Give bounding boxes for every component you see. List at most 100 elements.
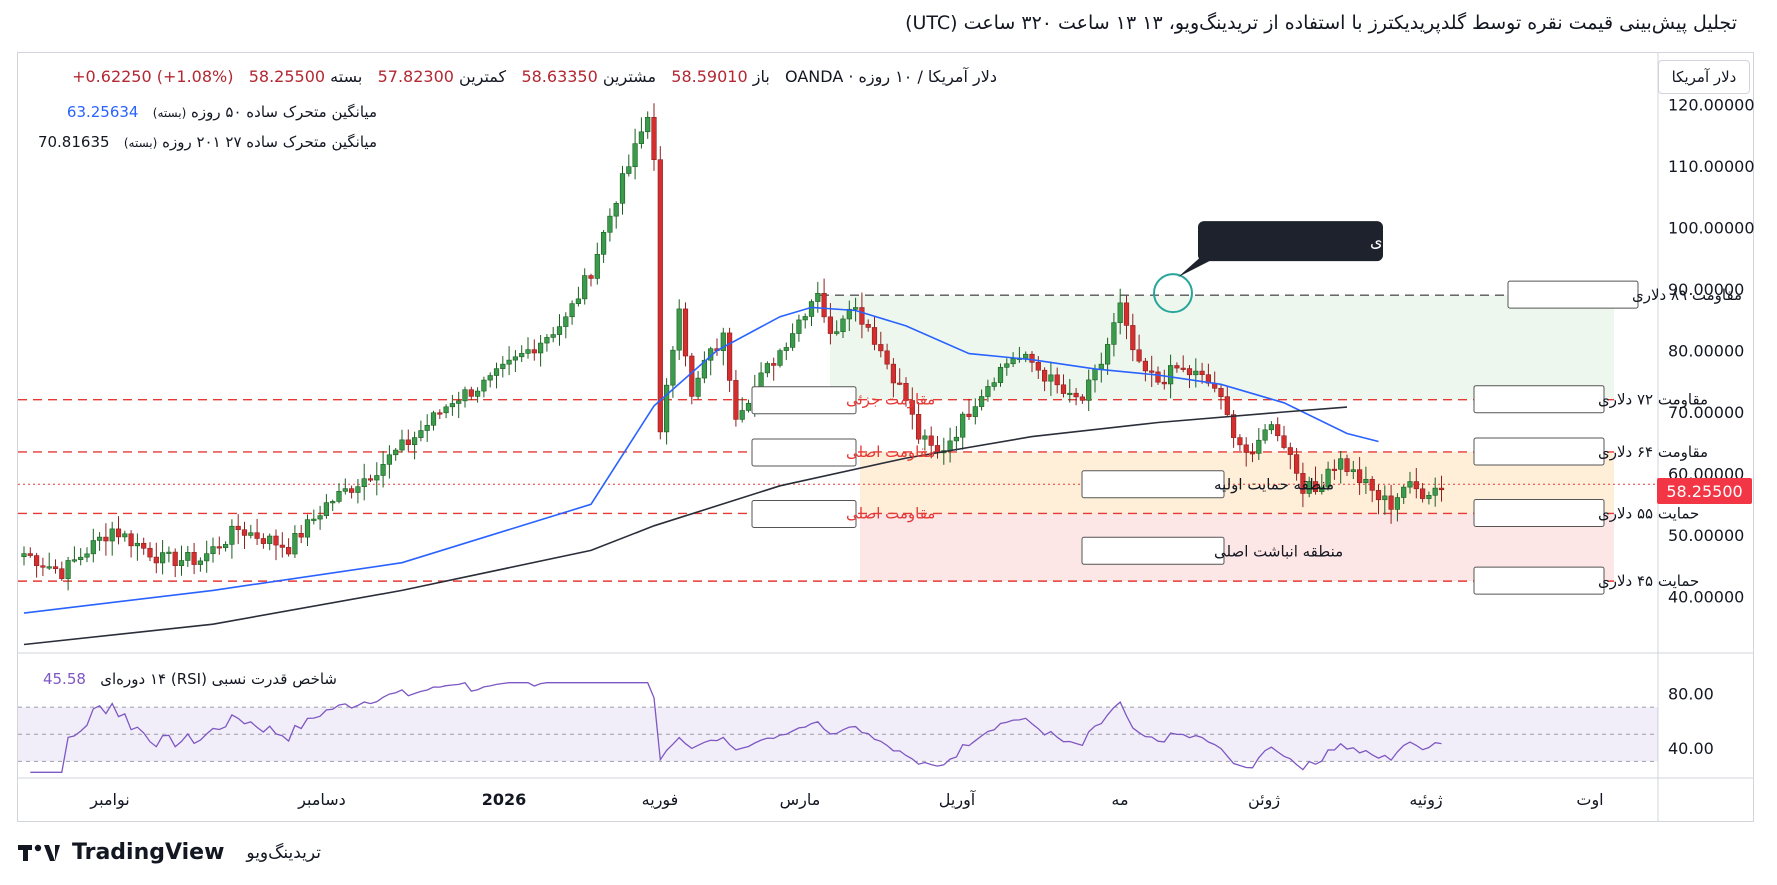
candle-149: [960, 411, 966, 450]
candle-206: [1319, 474, 1325, 495]
candle-72: [474, 387, 481, 403]
candle-106: [689, 352, 695, 405]
candle-body: [342, 488, 348, 492]
x-tick-6: مه: [1111, 790, 1128, 809]
candle-body: [632, 143, 638, 167]
candle-body: [796, 319, 802, 334]
candle-113: [733, 369, 739, 427]
x-tick-4: مارس: [780, 790, 821, 810]
level-label-box: [1473, 437, 1605, 466]
candle-132: [852, 297, 859, 322]
candle-36: [248, 524, 254, 539]
candle-body: [991, 382, 997, 387]
candle-body: [815, 293, 821, 302]
candle-body: [859, 307, 865, 325]
candle-body: [153, 556, 159, 564]
candle-body: [789, 333, 796, 348]
candle-215: [1375, 484, 1382, 515]
candle-120: [777, 348, 783, 368]
candle-80: [525, 337, 531, 359]
rsi-value: 45.58: [42, 670, 86, 688]
candle-133: [859, 292, 865, 339]
candle-186: [1193, 358, 1199, 388]
close-label: بسته: [330, 67, 363, 86]
candle-160: [1029, 351, 1035, 373]
candle-191: [1224, 385, 1230, 417]
candle-148: [953, 426, 959, 451]
candle-22: [160, 540, 166, 575]
sma50-value: 63.25634: [66, 103, 139, 121]
candle-body: [972, 406, 978, 417]
candle-218: [1394, 493, 1400, 522]
open-value: 58.59010: [671, 67, 748, 86]
candle-body: [1231, 414, 1237, 438]
candle-body: [273, 535, 279, 546]
candle-52: [348, 485, 355, 499]
candle-150: [966, 398, 972, 421]
candle-body: [903, 383, 909, 401]
candle-67: [443, 404, 449, 419]
candle-176: [1130, 313, 1136, 362]
candle-body: [1130, 325, 1136, 351]
candle-body: [1438, 487, 1445, 491]
candle-body: [386, 454, 393, 465]
candle-142: [915, 402, 922, 444]
candle-body: [279, 544, 285, 548]
candle-97: [632, 128, 638, 180]
candle-body: [71, 559, 77, 562]
close-value: 58.25500: [248, 67, 326, 86]
candle-body: [84, 553, 90, 558]
low-label: کمترین: [459, 67, 507, 86]
candle-54: [361, 463, 367, 501]
candle-body: [1350, 469, 1356, 472]
candle-body: [1306, 481, 1312, 494]
level-note-1: مقاومت اصلی: [751, 438, 935, 467]
level-note-text: مقاومت اصلی: [846, 504, 935, 522]
candle-body: [493, 368, 500, 376]
candle-body: [947, 440, 953, 451]
candle-body: [550, 334, 556, 338]
candle-body: [122, 533, 128, 538]
brand-name[interactable]: TradingView: [72, 840, 225, 865]
candle-27: [191, 542, 197, 575]
candle-217: [1388, 484, 1394, 524]
candle-body: [821, 293, 827, 318]
candle-body: [449, 403, 456, 408]
currency-button[interactable]: دلار آمریکا: [1658, 60, 1750, 94]
level-label-text: مقاومت ۷۲ دلاری: [1598, 391, 1708, 409]
candle-109: [708, 346, 714, 376]
tradingview-logo-icon[interactable]: [18, 842, 62, 864]
symbol-label[interactable]: دلار آمریکا / ۱۰ روزه · OANDA: [785, 67, 997, 86]
candle-body: [1237, 437, 1243, 446]
candle-body: [1010, 358, 1016, 365]
candle-body: [544, 337, 550, 344]
candle-body: [871, 327, 878, 345]
candle-129: [834, 320, 840, 336]
candle-135: [871, 316, 878, 351]
candle-body: [134, 542, 141, 547]
candle-84: [550, 327, 556, 343]
candle-208: [1331, 459, 1337, 480]
candle-195: [1249, 443, 1256, 463]
candle-body: [254, 532, 260, 539]
candle-17: [128, 530, 134, 558]
x-tick-1: دسامبر: [297, 790, 346, 810]
candle-28: [197, 557, 204, 572]
candle-body: [285, 547, 292, 555]
candle-body: [103, 536, 109, 542]
candle-199: [1275, 417, 1281, 442]
y-tick-4: 80.00000: [1668, 342, 1744, 361]
candle-body: [1426, 494, 1432, 499]
candle-body: [1369, 478, 1375, 491]
candle-body: [330, 501, 336, 504]
y-tick-2: 100.00000: [1668, 219, 1755, 238]
level-label-box: [1473, 498, 1605, 527]
candle-body: [1388, 495, 1394, 510]
candle-body: [424, 424, 430, 431]
candle-body: [172, 551, 178, 566]
candle-body: [468, 389, 474, 397]
candle-body: [613, 203, 619, 217]
candle-body: [1256, 439, 1262, 454]
candle-body: [1394, 497, 1400, 510]
